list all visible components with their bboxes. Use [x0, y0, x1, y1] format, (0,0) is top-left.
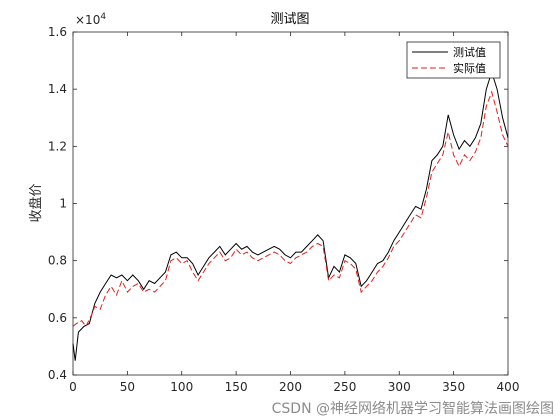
watermark: CSDN @神经网络机器学习智能算法画图绘图 — [271, 401, 554, 417]
chart-title: 测试图 — [270, 12, 309, 27]
y-tick-label: 1.4 — [48, 82, 67, 96]
x-tick-label: 300 — [388, 380, 411, 394]
x-tick-label: 150 — [225, 380, 248, 394]
y-tick-label: 1.2 — [48, 139, 67, 153]
legend-label-series-1: 测试值 — [453, 46, 486, 59]
x-tick-label: 0 — [69, 380, 77, 394]
y-tick-label: 1.6 — [48, 25, 67, 39]
x-tick-label: 250 — [333, 380, 356, 394]
x-tick-label: 200 — [279, 380, 302, 394]
y-axis-label: 收盘价 — [28, 183, 44, 222]
y-axis-exponent: ×104 — [75, 12, 106, 27]
y-tick-label: 1 — [59, 197, 67, 211]
plot-area — [72, 31, 509, 376]
legend-label-series-2: 实际值 — [453, 61, 486, 75]
series-line-1 — [72, 70, 509, 361]
y-axis-ticks: 0.4 0.6 0.8 1 1.2 1.4 1.6 — [48, 25, 508, 382]
x-axis-ticks: 0 50 100 150 200 250 300 350 400 — [69, 32, 519, 394]
y-tick-label: 0.6 — [48, 311, 67, 325]
series-layer — [72, 70, 509, 361]
x-tick-label: 50 — [120, 380, 135, 394]
legend: 测试值 实际值 — [406, 41, 501, 79]
series-line-2 — [72, 90, 509, 328]
x-tick-label: 100 — [170, 380, 193, 394]
y-tick-label: 0.8 — [48, 254, 67, 268]
legend-box — [406, 41, 501, 79]
x-tick-label: 400 — [497, 380, 520, 394]
y-tick-label: 0.4 — [48, 368, 67, 382]
x-tick-label: 350 — [442, 380, 465, 394]
